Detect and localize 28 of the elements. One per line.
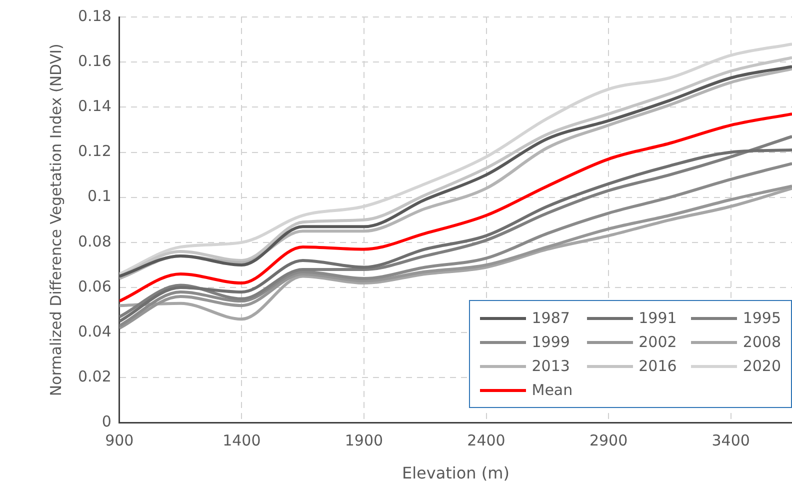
legend-label: 1987 bbox=[532, 309, 570, 327]
y-tick-label: 0 bbox=[102, 412, 112, 431]
x-axis-title: Elevation (m) bbox=[402, 464, 510, 483]
x-tick-label: 900 bbox=[105, 432, 134, 450]
x-tick-label: 2400 bbox=[467, 432, 506, 450]
y-tick-label: 0.04 bbox=[78, 322, 112, 341]
legend-label: 2008 bbox=[742, 333, 781, 351]
legend-label: Mean bbox=[532, 381, 573, 399]
y-axis-title: Normalized Difference Vegetation Index (NDVI) bbox=[46, 44, 65, 396]
y-tick-label: 0.06 bbox=[78, 277, 112, 296]
legend-label: 2016 bbox=[638, 357, 677, 375]
legend-label: 2002 bbox=[638, 333, 677, 351]
legend-label: 1991 bbox=[638, 309, 677, 327]
x-tick-label: 1400 bbox=[222, 432, 261, 450]
legend-label: 1995 bbox=[742, 309, 781, 327]
x-tick-label: 1900 bbox=[344, 432, 384, 450]
legend-label: 2020 bbox=[742, 357, 781, 375]
x-tick-label: 2900 bbox=[589, 432, 628, 450]
y-tick-label: 0.12 bbox=[78, 142, 112, 160]
y-tick-label: 0.08 bbox=[78, 232, 112, 250]
y-tick-label: 0.1 bbox=[88, 187, 112, 206]
y-tick-label: 0.14 bbox=[78, 97, 112, 116]
y-tick-label: 0.16 bbox=[78, 52, 112, 70]
x-tick-label: 3400 bbox=[712, 432, 750, 450]
y-tick-label: 0.18 bbox=[78, 6, 112, 25]
y-tick-label: 0.02 bbox=[78, 368, 112, 386]
legend-label: 2013 bbox=[532, 357, 570, 375]
legend-label: 1999 bbox=[532, 333, 570, 351]
